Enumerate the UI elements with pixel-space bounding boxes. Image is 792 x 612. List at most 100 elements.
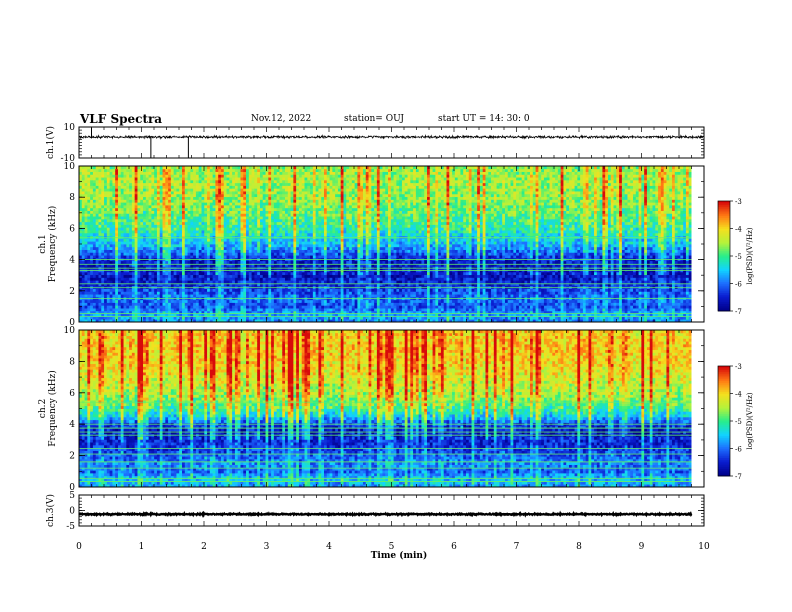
psd-cell — [104, 280, 107, 283]
psd-cell — [132, 211, 135, 214]
psd-cell — [232, 250, 235, 253]
psd-cell — [149, 174, 152, 177]
psd-cell — [165, 205, 168, 208]
psd-cell — [243, 211, 246, 214]
psd-cell — [213, 205, 216, 208]
psd-cell — [146, 300, 149, 303]
psd-cell — [266, 205, 269, 208]
psd-cell — [193, 305, 196, 308]
psd-cell — [271, 186, 274, 189]
psd-cell — [218, 188, 221, 191]
psd-cell — [302, 305, 305, 308]
psd-cell — [90, 250, 93, 253]
psd-cell — [274, 174, 277, 177]
psd-cell — [126, 227, 129, 230]
psd-cell — [129, 277, 132, 280]
psd-cell — [199, 219, 202, 222]
psd-cell — [196, 227, 199, 230]
psd-cell — [179, 169, 182, 172]
psd-cell — [157, 308, 160, 311]
psd-cell — [260, 205, 263, 208]
psd-cell — [149, 308, 152, 311]
psd-cell — [160, 230, 163, 233]
psd-cell — [90, 227, 93, 230]
psd-cell — [316, 205, 319, 208]
psd-cell — [218, 227, 221, 230]
psd-cell — [213, 244, 216, 247]
psd-cell — [160, 275, 163, 278]
psd-cell — [160, 205, 163, 208]
psd-cell — [151, 202, 154, 205]
psd-cell — [199, 280, 202, 283]
psd-cell — [235, 244, 238, 247]
psd-cell — [182, 291, 185, 294]
psd-cell — [202, 277, 205, 280]
psd-cell — [82, 186, 85, 189]
psd-cell — [168, 300, 171, 303]
psd-cell — [316, 219, 319, 222]
psd-cell — [124, 241, 127, 244]
psd-cell — [229, 169, 232, 172]
psd-cell — [101, 194, 104, 197]
psd-cell — [199, 172, 202, 175]
psd-cell — [149, 305, 152, 308]
psd-cell — [151, 172, 154, 175]
psd-cell — [85, 250, 88, 253]
psd-cell — [288, 225, 291, 228]
psd-cell — [288, 177, 291, 180]
psd-cell — [132, 289, 135, 292]
psd-cell — [98, 247, 101, 250]
psd-cell — [207, 208, 210, 211]
psd-cell — [215, 180, 218, 183]
psd-cell — [271, 213, 274, 216]
psd-cell — [82, 289, 85, 292]
psd-cell — [115, 177, 118, 180]
psd-cell — [232, 280, 235, 283]
psd-cell — [316, 236, 319, 239]
psd-cell — [213, 191, 216, 194]
psd-cell — [221, 280, 224, 283]
psd-cell — [235, 294, 238, 297]
psd-cell — [316, 255, 319, 258]
psd-cell — [129, 305, 132, 308]
psd-cell — [121, 202, 124, 205]
psd-cell — [112, 216, 115, 219]
psd-cell — [176, 205, 179, 208]
psd-cell — [171, 199, 174, 202]
psd-cell — [121, 294, 124, 297]
psd-cell — [104, 191, 107, 194]
psd-cell — [199, 174, 202, 177]
psd-cell — [204, 294, 207, 297]
psd-cell — [291, 222, 294, 225]
psd-cell — [146, 205, 149, 208]
psd-cell — [313, 172, 316, 175]
psd-cell — [104, 305, 107, 308]
psd-cell — [249, 236, 252, 239]
psd-cell — [249, 219, 252, 222]
psd-cell — [229, 208, 232, 211]
psd-cell — [243, 305, 246, 308]
psd-cell — [149, 197, 152, 200]
psd-cell — [96, 280, 99, 283]
psd-cell — [224, 238, 227, 241]
psd-cell — [293, 227, 296, 230]
psd-cell — [235, 219, 238, 222]
psd-cell — [90, 244, 93, 247]
psd-cell — [165, 172, 168, 175]
psd-cell — [160, 233, 163, 236]
psd-cell — [176, 247, 179, 250]
psd-cell — [190, 294, 193, 297]
psd-cell — [316, 241, 319, 244]
psd-cell — [176, 199, 179, 202]
psd-cell — [313, 208, 316, 211]
psd-cell — [285, 247, 288, 250]
psd-cell — [282, 199, 285, 202]
psd-cell — [112, 205, 115, 208]
psd-cell — [163, 172, 166, 175]
psd-cell — [146, 280, 149, 283]
psd-cell — [87, 213, 90, 216]
psd-cell — [146, 188, 149, 191]
psd-cell — [238, 188, 241, 191]
psd-cell — [93, 205, 96, 208]
psd-cell — [115, 238, 118, 241]
